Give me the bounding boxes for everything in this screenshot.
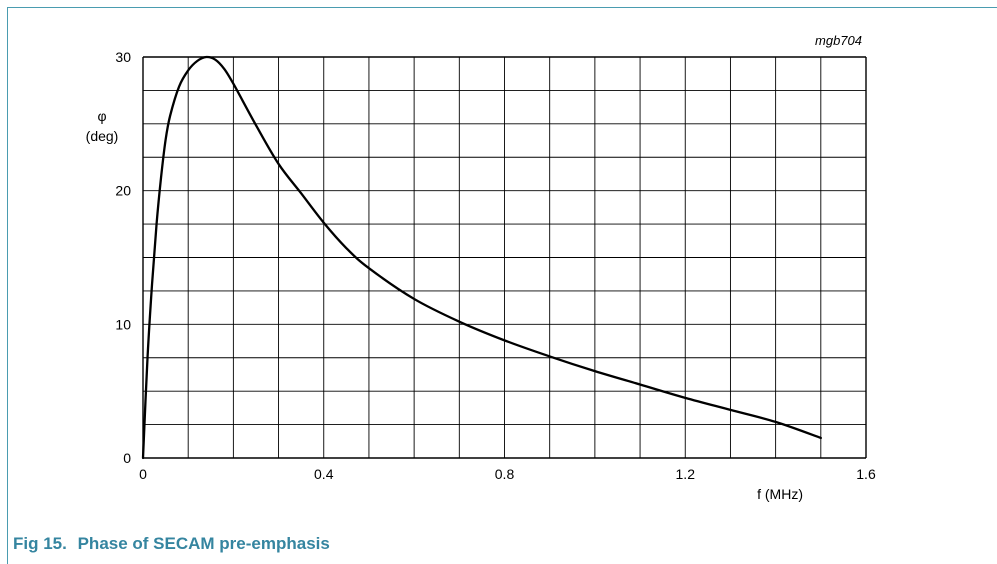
x-tick-labels: 0 0.4 0.8 1.2 1.6 [139,466,876,482]
figure-caption: Fig 15. Phase of SECAM pre-emphasis [13,534,330,554]
y-axis-unit: (deg) [86,128,119,144]
y-tick-label: 0 [123,450,131,466]
phase-curve [141,55,822,460]
reference-code: mgb704 [815,33,862,48]
curve-layer [141,55,822,460]
x-tick-label: 0.4 [314,466,334,482]
y-tick-label: 10 [115,316,131,332]
x-axis-label: f (MHz) [757,486,803,502]
figure-title: Phase of SECAM pre-emphasis [77,534,330,553]
grid-layer [142,56,867,459]
x-tick-label: 0 [139,466,147,482]
y-tick-label: 20 [115,183,131,199]
y-tick-label: 30 [115,49,131,65]
x-tick-label: 1.6 [856,466,876,482]
x-tick-label: 0.8 [495,466,515,482]
figure-number: Fig 15. [13,534,67,553]
y-tick-labels: 0 10 20 30 [115,49,131,466]
figure-frame-top-border [7,7,997,8]
x-tick-label: 1.2 [676,466,696,482]
figure-frame-left-border [7,7,8,564]
y-axis-symbol: φ [97,108,106,124]
